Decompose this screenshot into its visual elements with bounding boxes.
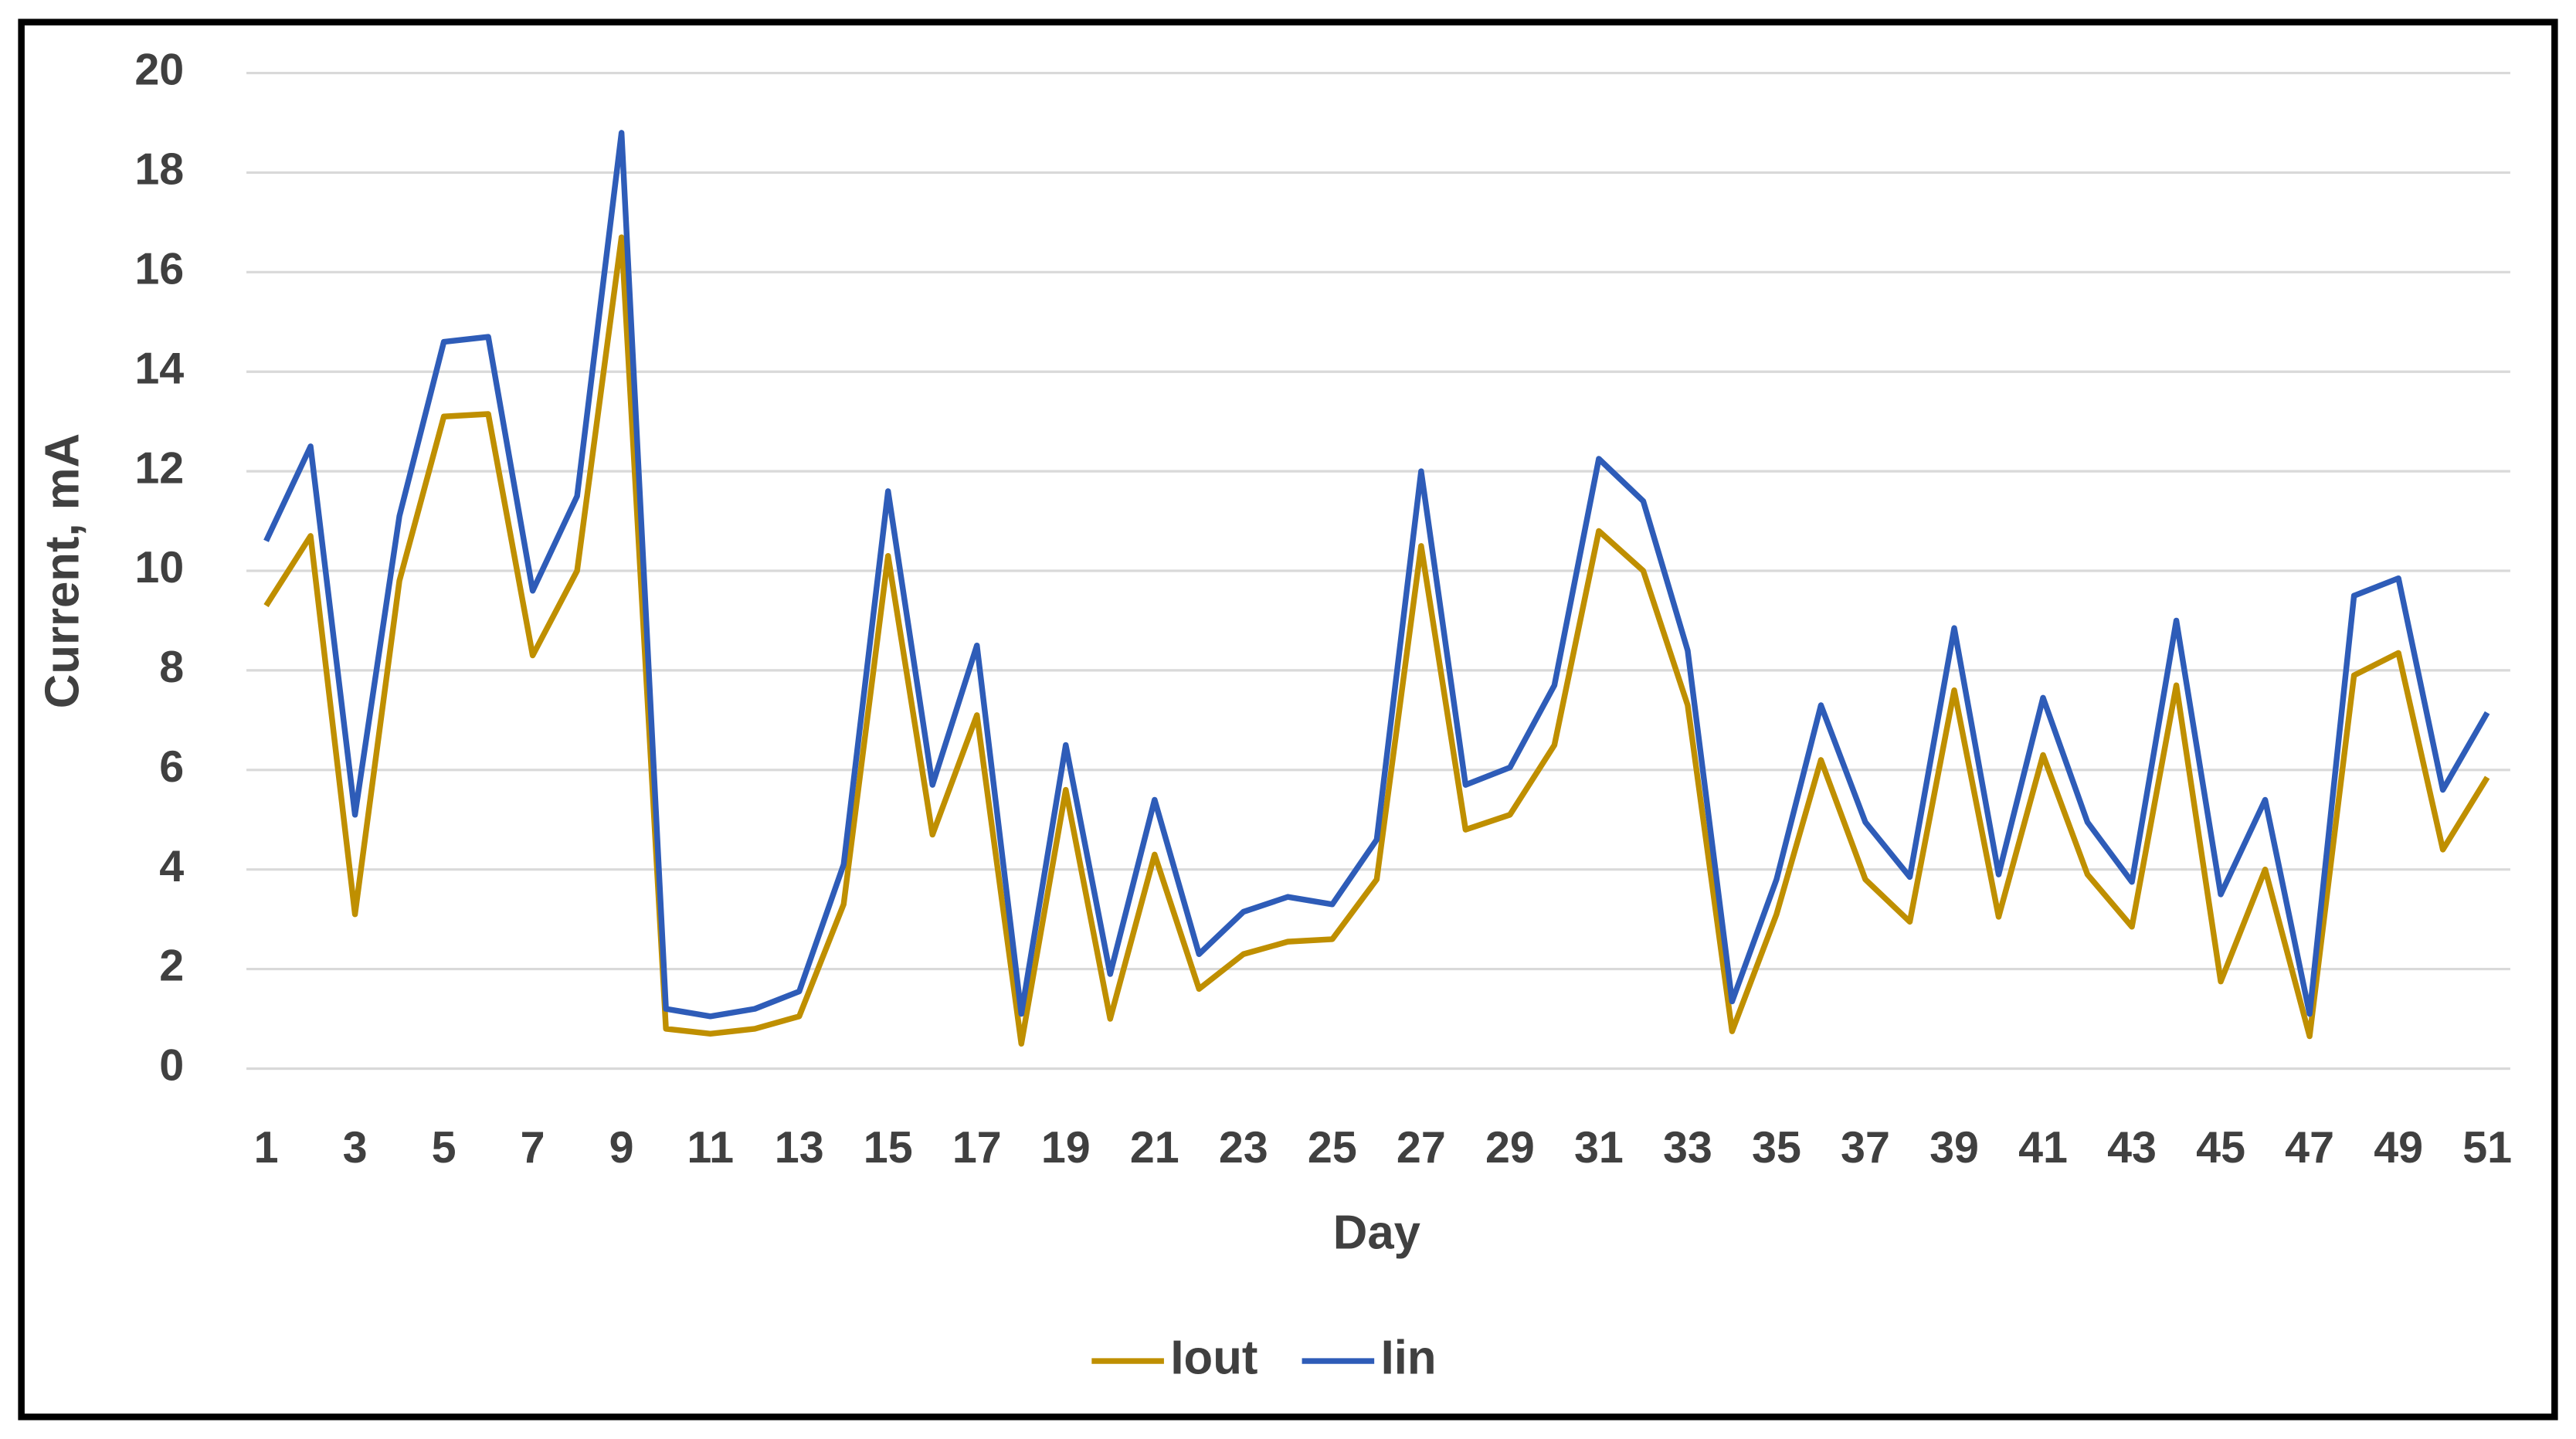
x-axis-title: Day xyxy=(1333,1207,1420,1260)
x-tick-label: 33 xyxy=(1663,1123,1712,1173)
y-tick-label: 8 xyxy=(159,643,184,692)
x-tick-label: 25 xyxy=(1308,1123,1357,1173)
x-tick-label: 27 xyxy=(1397,1123,1446,1173)
y-tick-label: 4 xyxy=(159,842,184,891)
x-tick-label: 13 xyxy=(775,1123,824,1173)
x-tick-label: 41 xyxy=(2018,1123,2068,1173)
y-tick-label: 16 xyxy=(134,245,184,294)
x-tick-label: 1 xyxy=(254,1123,279,1173)
x-tick-label: 11 xyxy=(687,1123,734,1173)
x-tick-label: 17 xyxy=(952,1123,1002,1173)
y-tick-label: 10 xyxy=(134,543,184,592)
x-tick-label: 37 xyxy=(1841,1123,1890,1173)
x-tick-label: 31 xyxy=(1574,1123,1624,1173)
x-tick-label: 5 xyxy=(432,1123,456,1173)
x-tick-label: 23 xyxy=(1219,1123,1268,1173)
y-tick-label: 20 xyxy=(134,46,184,95)
x-tick-label: 3 xyxy=(343,1123,368,1173)
y-tick-label: 14 xyxy=(134,344,184,393)
x-tick-label: 35 xyxy=(1752,1123,1801,1173)
x-tick-label: 7 xyxy=(521,1123,545,1173)
x-tick-label: 51 xyxy=(2462,1123,2512,1173)
x-tick-label: 19 xyxy=(1041,1123,1091,1173)
y-tick-label: 2 xyxy=(159,942,184,991)
legend-label: Iin xyxy=(1381,1331,1437,1384)
y-tick-label: 12 xyxy=(134,443,184,493)
x-tick-label: 15 xyxy=(864,1123,913,1173)
y-tick-label: 0 xyxy=(159,1041,184,1091)
x-tick-label: 29 xyxy=(1485,1123,1535,1173)
series-line xyxy=(263,130,2490,1020)
x-tick-label: 49 xyxy=(2374,1123,2423,1173)
x-tick-label: 21 xyxy=(1130,1123,1179,1173)
legend-label: Iout xyxy=(1170,1331,1257,1384)
x-tick-label: 9 xyxy=(609,1123,634,1173)
x-tick-label: 45 xyxy=(2196,1123,2245,1173)
x-tick-label: 39 xyxy=(1929,1123,1979,1173)
y-tick-label: 18 xyxy=(134,145,184,195)
x-tick-label: 43 xyxy=(2107,1123,2157,1173)
y-axis-title: Current, mA xyxy=(36,433,89,708)
y-tick-label: 6 xyxy=(159,742,184,792)
x-tick-label: 47 xyxy=(2285,1123,2334,1173)
frame xyxy=(18,19,2558,1420)
series-line xyxy=(263,234,2490,1047)
